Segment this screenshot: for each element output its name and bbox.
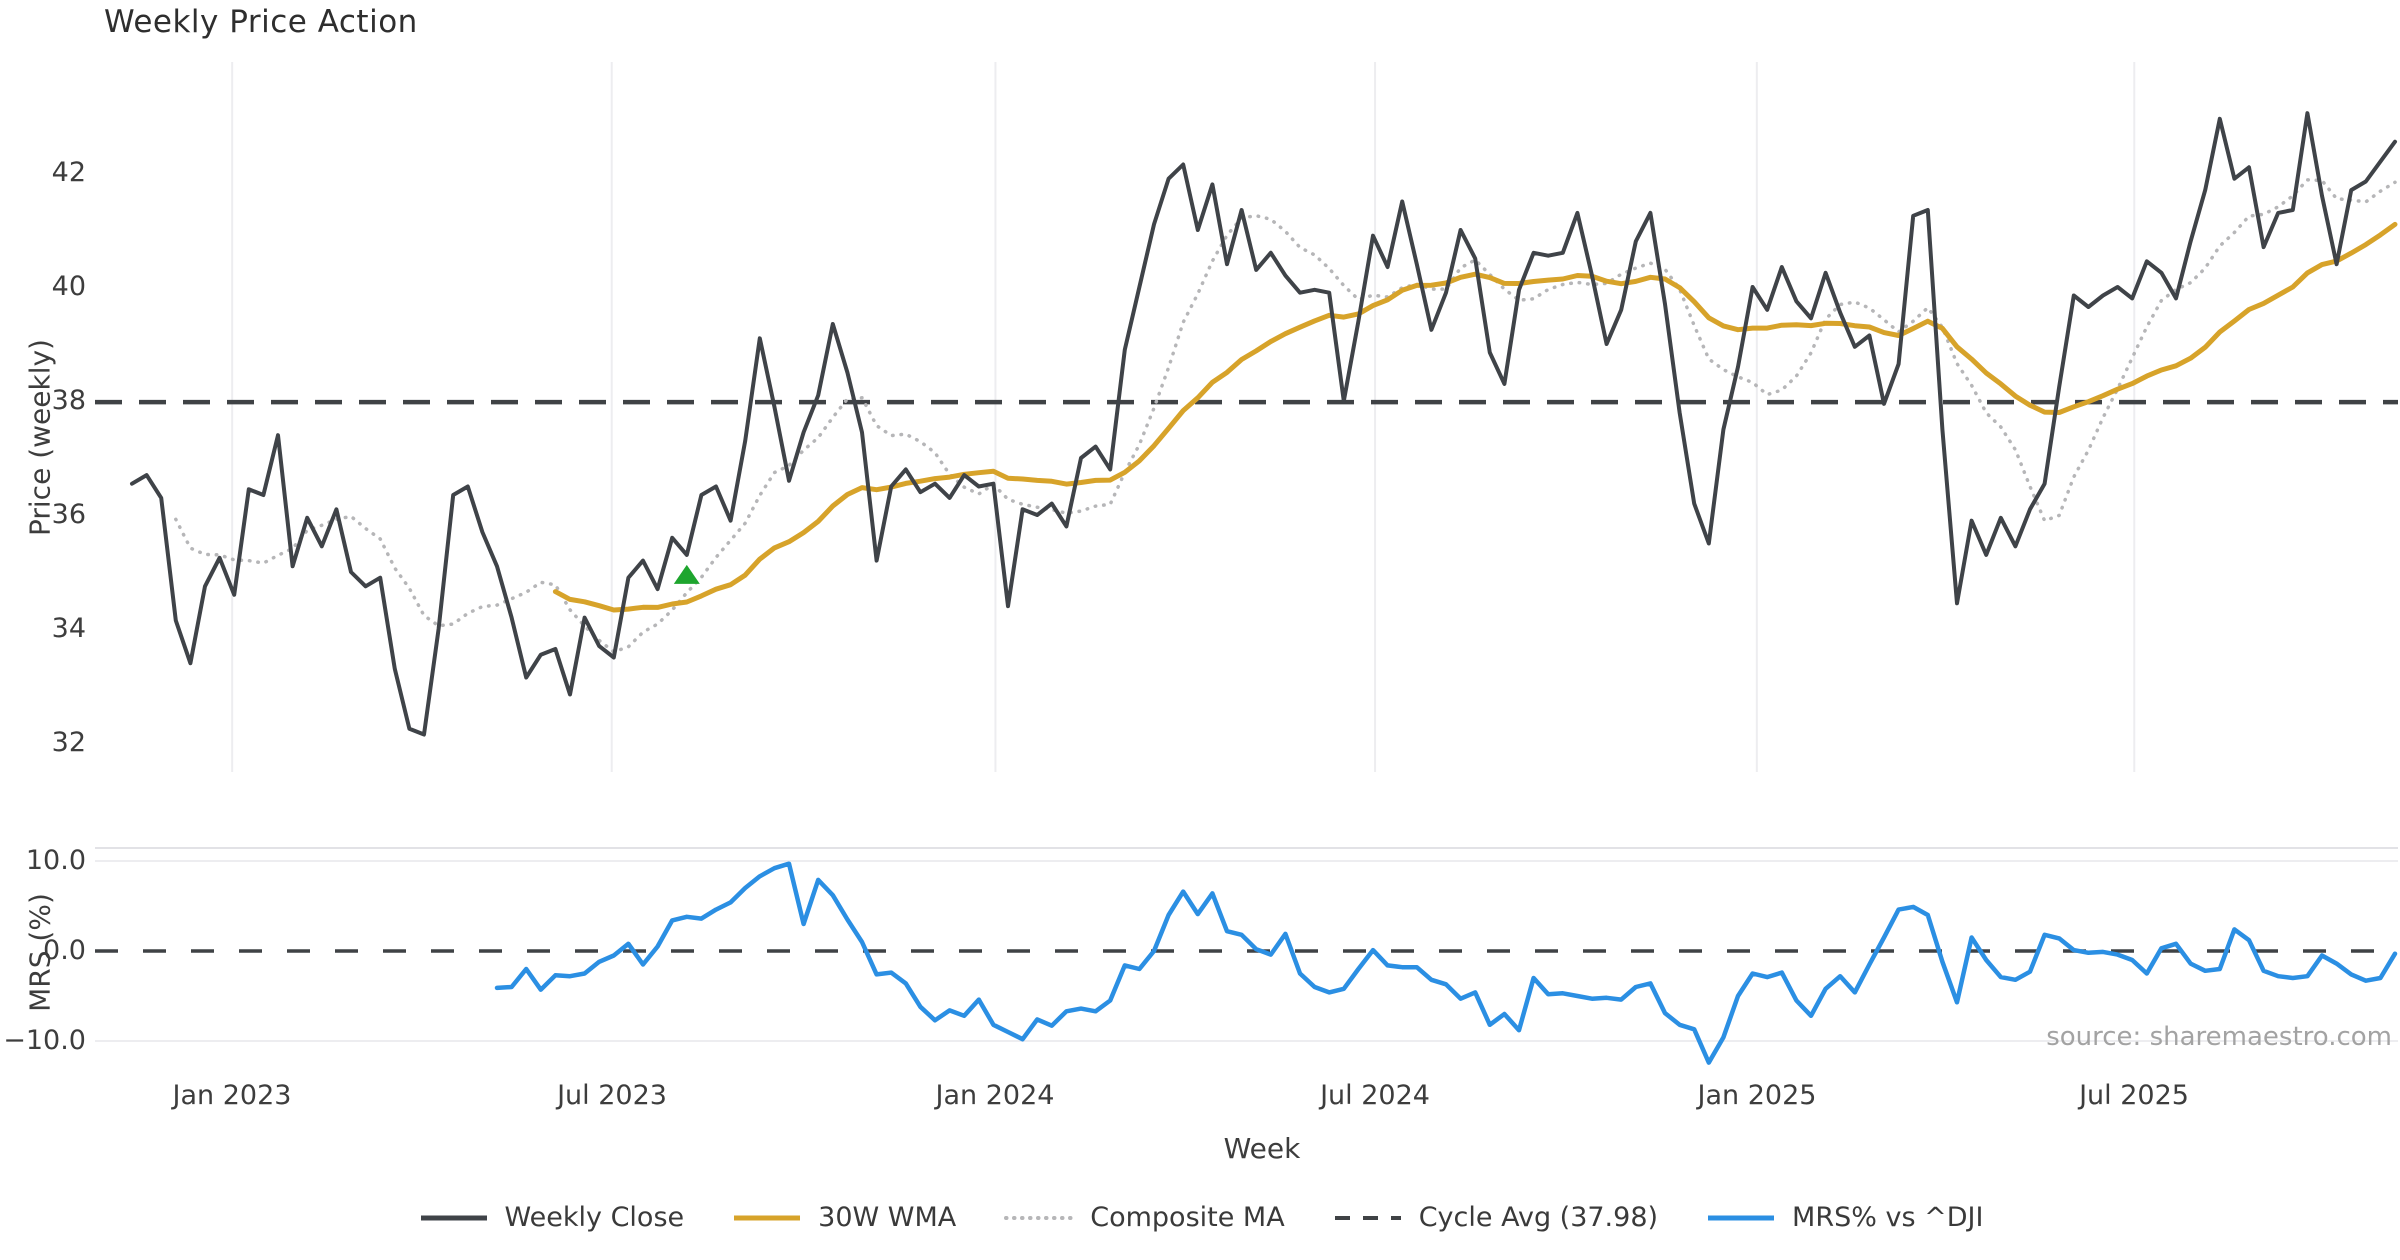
- legend-label: Composite MA: [1090, 1202, 1285, 1233]
- xtick-jul-2024: Jul 2024: [1320, 1080, 1430, 1111]
- legend-label: 30W WMA: [818, 1202, 957, 1233]
- xtick-jul-2023: Jul 2023: [557, 1080, 667, 1111]
- legend-item-weekly-close: Weekly Close: [417, 1202, 685, 1233]
- mrs-axis-label: MRS (%): [23, 893, 57, 1012]
- xtick-jan-2024: Jan 2024: [935, 1080, 1055, 1111]
- price-axis-label: Price (weekly): [23, 339, 57, 536]
- price-ytick-38: 38: [51, 385, 86, 416]
- price-ytick-32: 32: [51, 727, 86, 758]
- price-ytick-34: 34: [51, 613, 86, 644]
- price-ytick-40: 40: [51, 271, 86, 302]
- xtick-jan-2023: Jan 2023: [172, 1080, 292, 1111]
- week-axis-label: Week: [1223, 1132, 1301, 1165]
- xtick-jul-2025: Jul 2025: [2079, 1080, 2189, 1111]
- page-title: Weekly Price Action: [104, 4, 418, 40]
- legend-label: Cycle Avg (37.98): [1418, 1202, 1659, 1233]
- weekly-close-line-icon: [420, 1215, 487, 1220]
- wma-line-icon: [734, 1215, 801, 1220]
- mrs-line-icon: [1708, 1215, 1775, 1220]
- source-note: source: sharemaestro.com: [2046, 1022, 2392, 1052]
- legend-item-cycle-avg: Cycle Avg (37.98): [1331, 1202, 1658, 1233]
- chart-legend: Weekly Close 30W WMA Composite MA Cycle …: [0, 1202, 2400, 1233]
- composite-dotted-line-icon: [1004, 1215, 1075, 1220]
- legend-item-wma: 30W WMA: [730, 1202, 956, 1233]
- legend-label: Weekly Close: [504, 1202, 685, 1233]
- xtick-jan-2025: Jan 2025: [1697, 1080, 1817, 1111]
- mrs-ytick-n10: −10.0: [3, 1025, 86, 1056]
- legend-item-composite: Composite MA: [1002, 1202, 1285, 1233]
- price-ytick-42: 42: [51, 157, 86, 188]
- legend-item-mrs: MRS% vs ^DJI: [1704, 1202, 1983, 1233]
- cycle-avg-dashed-line-icon: [1334, 1215, 1401, 1220]
- legend-label: MRS% vs ^DJI: [1792, 1202, 1984, 1233]
- price-ytick-36: 36: [51, 499, 86, 530]
- mrs-ytick-0: 0.0: [43, 935, 86, 966]
- mrs-ytick-10: 10.0: [25, 845, 86, 876]
